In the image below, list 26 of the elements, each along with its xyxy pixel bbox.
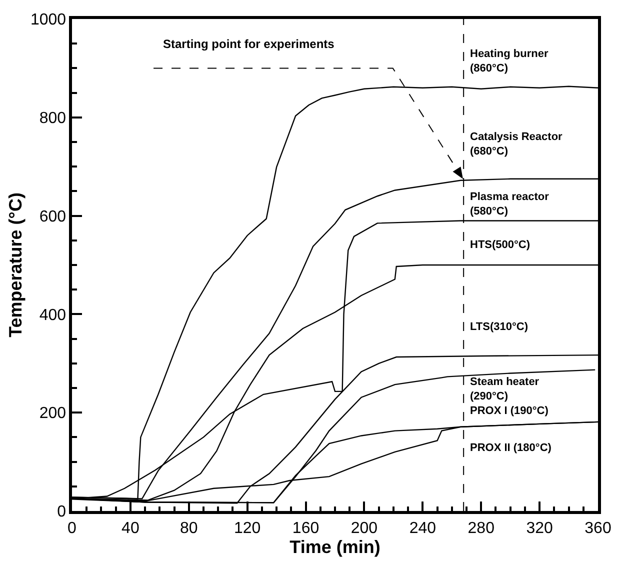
series-label: PROX I (190°C) bbox=[470, 405, 549, 417]
x-tick-label: 200 bbox=[350, 520, 378, 537]
x-tick-label: 40 bbox=[122, 520, 140, 537]
y-tick-label: 400 bbox=[39, 306, 66, 324]
y-tick-label: 0 bbox=[57, 504, 66, 521]
x-tick-label: 360 bbox=[584, 520, 612, 537]
x-axis-title: Time (min) bbox=[290, 536, 380, 557]
y-tick-label: 800 bbox=[39, 110, 66, 127]
series-label: HTS(500°C) bbox=[470, 239, 530, 251]
series-label: PROX II (180°C) bbox=[470, 442, 552, 454]
x-tick-label: 320 bbox=[526, 520, 554, 537]
annotation: Starting point for experiments bbox=[163, 37, 335, 51]
x-tick-label: 120 bbox=[234, 520, 261, 537]
x-tick-label: 160 bbox=[292, 520, 320, 537]
series-label: Plasma reactor (580°C) bbox=[470, 191, 550, 218]
x-tick-label: 280 bbox=[468, 520, 495, 537]
y-tick-label: 200 bbox=[39, 405, 66, 422]
series-label: Heating burner (860°C) bbox=[470, 48, 549, 74]
x-tick-label: 240 bbox=[409, 520, 436, 537]
series-label: Catalysis Reactor (680°C) bbox=[470, 131, 564, 158]
series-label: Steam heater (290°C) bbox=[470, 376, 540, 402]
x-tick-label: 80 bbox=[180, 520, 198, 537]
y-tick-label: 1000 bbox=[30, 12, 66, 29]
text: LTS(310°C) bbox=[470, 321, 528, 333]
y-axis-title: Temperature (°C) bbox=[6, 192, 26, 338]
y-tick-label: 600 bbox=[39, 208, 66, 226]
